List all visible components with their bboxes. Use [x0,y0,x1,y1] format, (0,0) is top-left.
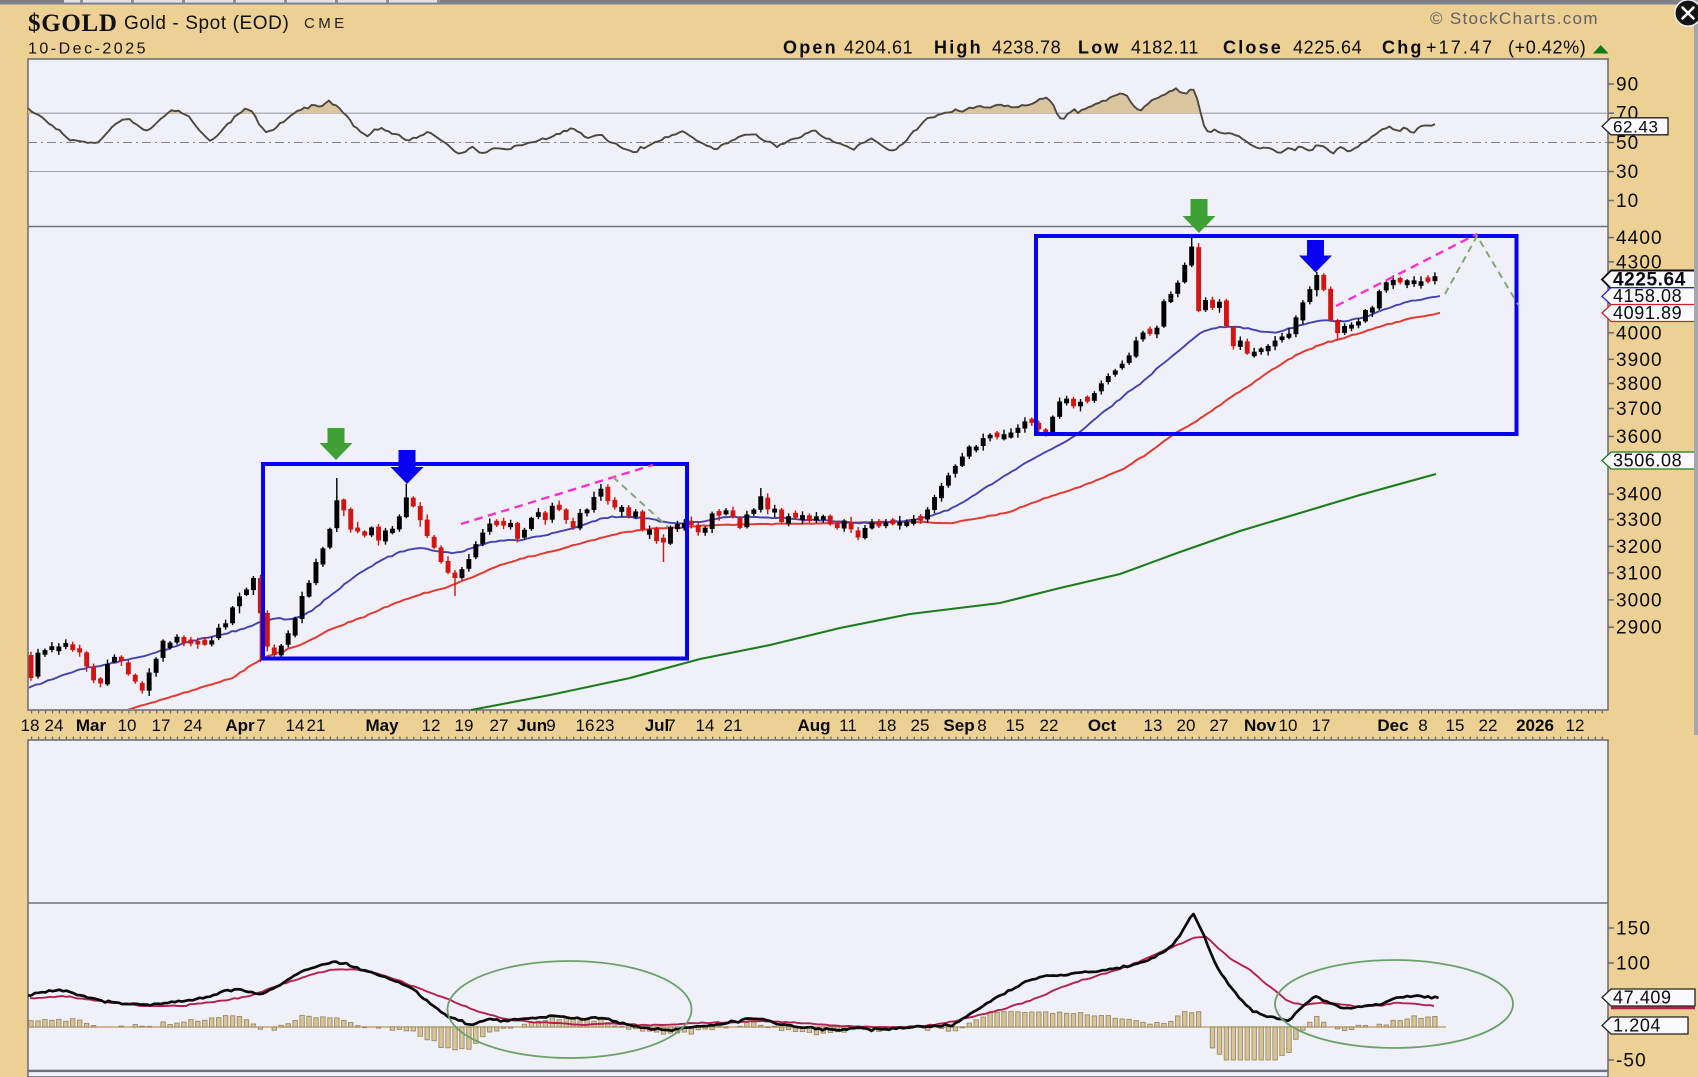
svg-text:27: 27 [490,716,509,735]
svg-text:3000: 3000 [1616,590,1663,611]
svg-text:Gold - Spot (EOD): Gold - Spot (EOD) [124,13,289,34]
svg-text:3506.08: 3506.08 [1613,451,1682,471]
svg-text:11: 11 [839,716,857,735]
svg-text:7: 7 [256,716,265,735]
svg-text:22: 22 [1479,716,1498,735]
svg-text:8: 8 [1418,716,1427,735]
svg-text:8: 8 [977,716,986,735]
svg-text:14: 14 [696,716,715,735]
svg-text:10: 10 [118,716,137,735]
svg-text:30: 30 [1616,162,1639,183]
svg-text:+17.47: +17.47 [1426,38,1494,58]
svg-text:25: 25 [911,716,930,735]
svg-text:Dec: Dec [1377,716,1408,735]
svg-text:Nov: Nov [1244,716,1277,735]
svg-text:4204.61: 4204.61 [844,38,913,58]
svg-text:Low: Low [1078,38,1121,58]
svg-text:Oct: Oct [1088,716,1117,735]
svg-text:May: May [365,716,399,735]
svg-text:Chg: Chg [1382,38,1424,58]
svg-text:1.204: 1.204 [1613,1016,1661,1036]
svg-text:Sep: Sep [943,716,974,735]
svg-text:-50: -50 [1616,1051,1647,1072]
svg-text:17: 17 [1312,716,1331,735]
svg-text:15: 15 [1006,716,1025,735]
svg-text:24: 24 [184,716,203,735]
svg-text:21: 21 [724,716,743,735]
svg-text:Jun: Jun [517,716,547,735]
svg-text:21: 21 [307,716,326,735]
svg-text:Mar: Mar [76,716,107,735]
svg-text:2900: 2900 [1616,618,1663,639]
svg-text:4158.08: 4158.08 [1613,286,1682,306]
svg-text:Close: Close [1223,38,1283,58]
svg-text:4225.64: 4225.64 [1613,270,1686,291]
svg-text:16: 16 [576,716,595,735]
svg-text:4091.89: 4091.89 [1613,303,1682,323]
svg-text:Jul: Jul [645,716,670,735]
svg-text:50: 50 [1616,133,1639,154]
svg-text:15: 15 [1446,716,1465,735]
svg-text:2026: 2026 [1516,716,1554,735]
svg-text:CME: CME [304,15,348,32]
svg-text:3400: 3400 [1616,485,1663,506]
svg-text:4225.64: 4225.64 [1293,38,1362,58]
svg-text:Apr: Apr [225,716,255,735]
svg-text:Aug: Aug [797,716,830,735]
svg-text:3600: 3600 [1616,427,1663,448]
svg-text:47.409: 47.409 [1613,988,1672,1008]
svg-text:17: 17 [152,716,171,735]
svg-text:19: 19 [455,716,474,735]
svg-text:13: 13 [1144,716,1163,735]
svg-text:150: 150 [1616,919,1651,940]
svg-text:Open: Open [783,38,838,58]
svg-text:18: 18 [21,716,40,735]
svg-text:12: 12 [1566,716,1585,735]
svg-text:90: 90 [1616,75,1639,96]
svg-text:22: 22 [1040,716,1059,735]
svg-text:10: 10 [1279,716,1298,735]
svg-text:© StockCharts.com: © StockCharts.com [1430,9,1599,28]
svg-text:4300: 4300 [1616,252,1663,273]
svg-text:100: 100 [1616,954,1651,975]
svg-text:3200: 3200 [1616,537,1663,558]
svg-text:10-Dec-2025: 10-Dec-2025 [28,41,148,58]
svg-text:High: High [934,38,983,58]
svg-text:9: 9 [546,716,555,735]
svg-text:14: 14 [286,716,305,735]
svg-text:18: 18 [878,716,897,735]
svg-text:7: 7 [666,716,675,735]
svg-text:27: 27 [1210,716,1229,735]
svg-text:4238.78: 4238.78 [992,38,1061,58]
svg-text:23: 23 [596,716,615,735]
svg-text:3900: 3900 [1616,350,1663,371]
svg-text:3100: 3100 [1616,563,1663,584]
svg-text:3700: 3700 [1616,399,1663,420]
svg-text:12: 12 [422,716,441,735]
svg-text:24: 24 [45,716,64,735]
svg-text:3800: 3800 [1616,374,1663,395]
svg-text:10: 10 [1616,191,1639,212]
svg-text:$GOLD: $GOLD [28,10,118,37]
svg-text:3300: 3300 [1616,510,1663,531]
svg-text:(+0.42%): (+0.42%) [1508,38,1586,58]
svg-text:20: 20 [1177,716,1196,735]
svg-text:62.43: 62.43 [1613,117,1659,136]
svg-text:4400: 4400 [1616,228,1663,249]
svg-text:4182.11: 4182.11 [1131,38,1199,58]
svg-text:4000: 4000 [1616,323,1663,344]
